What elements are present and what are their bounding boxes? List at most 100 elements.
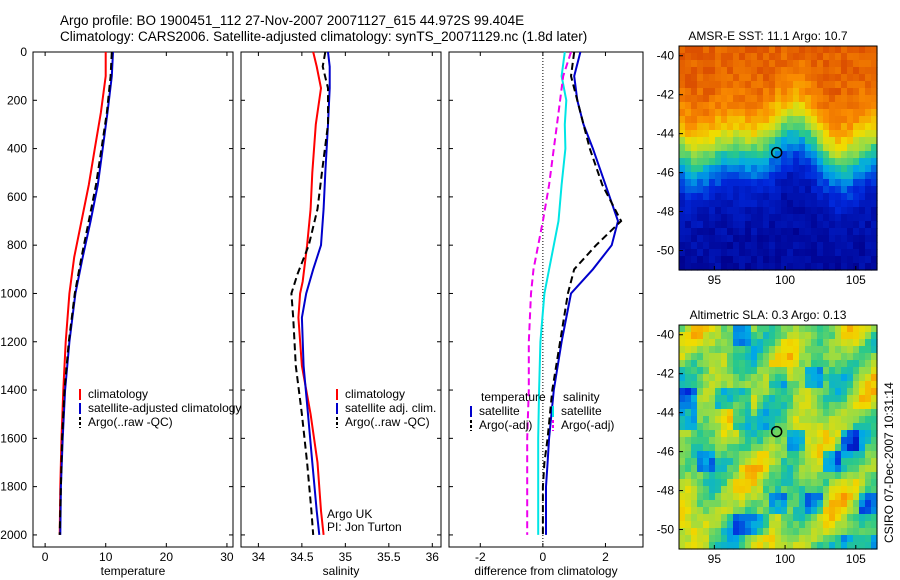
heatmap-cell — [835, 535, 842, 543]
heatmap-cell — [727, 214, 734, 222]
heatmap-cell — [823, 430, 830, 438]
heatmap-cell — [775, 242, 782, 250]
heatmap-cell — [679, 542, 686, 550]
heatmap-cell — [829, 388, 836, 396]
heatmap-cell — [733, 144, 740, 152]
heatmap-cell — [859, 151, 866, 159]
heatmap-cell — [685, 165, 692, 173]
heatmap-cell — [721, 242, 728, 250]
heatmap-cell — [727, 74, 734, 82]
heatmap-cell — [745, 151, 752, 159]
x-axis-label: salinity — [323, 564, 360, 578]
heatmap-cell — [697, 451, 704, 459]
heatmap-cell — [847, 186, 854, 194]
heatmap-cell — [853, 395, 860, 403]
heatmap-cell — [835, 416, 842, 424]
heatmap-cell — [865, 228, 872, 236]
heatmap-cell — [733, 123, 740, 131]
heatmap-cell — [697, 444, 704, 452]
heatmap-cell — [853, 542, 860, 550]
heatmap-cell — [757, 214, 764, 222]
heatmap-cell — [787, 409, 794, 417]
heatmap-cell — [691, 158, 698, 166]
heatmap-cell — [829, 193, 836, 201]
heatmap-cell — [715, 339, 722, 347]
heatmap-cell — [769, 332, 776, 340]
heatmap-cell — [847, 102, 854, 110]
heatmap-cell — [757, 332, 764, 340]
heatmap-cell — [691, 102, 698, 110]
heatmap-cell — [871, 430, 878, 438]
heatmap-cell — [751, 123, 758, 131]
heatmap-cell — [757, 458, 764, 466]
heatmap-cell — [865, 151, 872, 159]
heatmap-cell — [829, 353, 836, 361]
heatmap-cell — [835, 130, 842, 138]
heatmap-cell — [841, 339, 848, 347]
heatmap-cell — [757, 151, 764, 159]
heatmap-cell — [811, 521, 818, 529]
heatmap-cell — [733, 374, 740, 382]
heatmap-cell — [793, 388, 800, 396]
heatmap-cell — [709, 521, 716, 529]
heatmap-cell — [715, 353, 722, 361]
heatmap-cell — [733, 102, 740, 110]
heatmap-cell — [679, 109, 686, 117]
heatmap-cell — [691, 332, 698, 340]
heatmap-cell — [727, 521, 734, 529]
heatmap-cell — [817, 221, 824, 229]
heatmap-cell — [709, 528, 716, 536]
heatmap-cell — [757, 381, 764, 389]
heatmap-cell — [805, 409, 812, 417]
heatmap-cell — [727, 416, 734, 424]
heatmap-cell — [841, 514, 848, 522]
heatmap-cell — [781, 60, 788, 68]
heatmap-cell — [835, 256, 842, 264]
heatmap-cell — [751, 444, 758, 452]
heatmap-cell — [799, 228, 806, 236]
heatmap-cell — [823, 179, 830, 187]
heatmap-cell — [709, 423, 716, 431]
heatmap-cell — [865, 500, 872, 508]
heatmap-cell — [739, 53, 746, 61]
heatmap-cell — [847, 535, 854, 543]
heatmap-cell — [859, 221, 866, 229]
heatmap-cell — [781, 214, 788, 222]
heatmap-cell — [805, 235, 812, 243]
heatmap-cell — [817, 123, 824, 131]
heatmap-cell — [811, 542, 818, 550]
x-tick-label: 0 — [540, 550, 547, 564]
heatmap-cell — [811, 346, 818, 354]
heatmap-cell — [769, 325, 776, 333]
heatmap-cell — [733, 423, 740, 431]
heatmap-cell — [721, 542, 728, 550]
heatmap-cell — [715, 346, 722, 354]
heatmap-cell — [847, 325, 854, 333]
heatmap-cell — [841, 46, 848, 54]
heatmap-cell — [709, 46, 716, 54]
heatmap-cell — [799, 221, 806, 229]
heatmap-cell — [829, 256, 836, 264]
heatmap-cell — [805, 88, 812, 96]
heatmap-cell — [721, 235, 728, 243]
heatmap-cell — [739, 472, 746, 480]
heatmap-cell — [871, 249, 878, 257]
heatmap-cell — [835, 123, 842, 131]
heatmap-cell — [793, 221, 800, 229]
heatmap-cell — [715, 437, 722, 445]
heatmap-cell — [703, 402, 710, 410]
heatmap-cell — [685, 374, 692, 382]
heatmap-cell — [721, 535, 728, 543]
heatmap-cell — [853, 200, 860, 208]
heatmap-cell — [745, 102, 752, 110]
heatmap-cell — [811, 332, 818, 340]
heatmap-cell — [745, 221, 752, 229]
x-tick-label: -2 — [475, 550, 486, 564]
heatmap-cell — [859, 332, 866, 340]
heatmap-cell — [853, 263, 860, 271]
heatmap-cell — [697, 60, 704, 68]
heatmap-cell — [715, 325, 722, 333]
heatmap-cell — [805, 507, 812, 515]
y-tick-label: -42 — [657, 367, 675, 381]
heatmap-cell — [751, 381, 758, 389]
